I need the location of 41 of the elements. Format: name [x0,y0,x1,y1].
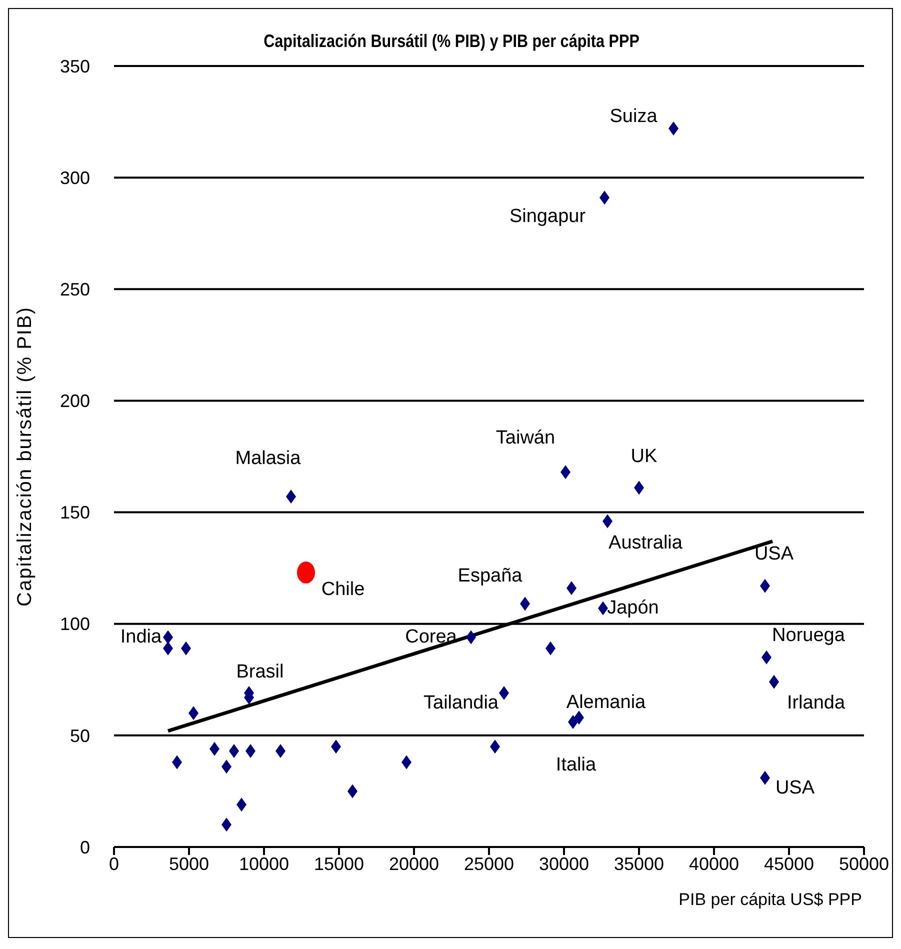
annotation: Japón [607,598,659,619]
annotation: Italia [556,754,596,776]
annotation: UK [630,446,658,468]
x-tick-label: 40000 [688,854,740,874]
annotation: Brasil [236,662,284,683]
x-tick-label: 45000 [764,854,814,874]
y-tick-label: 200 [60,391,90,412]
annotation: Australia [608,532,683,554]
chart-title: Capitalización Bursátil (% PIB) y PIB per cápita PPP [262,31,640,52]
annotation: España [458,565,523,586]
annotation: USA [775,777,815,798]
y-axis-title: Capitalización bursátil (% PIB) [14,306,36,606]
x-tick-label: 20000 [388,854,440,874]
annotation: Tailandia [424,692,499,714]
annotation: Malasia [235,448,302,470]
x-tick-label: 0 [108,854,120,874]
x-tick-label: 50000 [838,854,890,874]
y-tick-label: 100 [60,614,90,634]
point [297,562,315,584]
x-tick-label: 10000 [238,854,290,874]
x-tick-label: 25000 [464,854,514,874]
annotation: Chile [321,579,365,600]
annotation: India [120,626,162,648]
annotation: Singapur [509,206,586,228]
x-tick-label: 30000 [538,854,590,874]
y-tick-label: 350 [60,56,90,76]
x-axis-title: PIB per cápita US$ PPP [678,890,862,909]
y-tick-label: 0 [80,837,90,858]
x-tick-label: 35000 [614,854,664,874]
annotation: Suiza [610,106,658,127]
x-tick-label: 5000 [168,854,210,874]
y-tick-label: 50 [70,726,90,746]
y-tick-label: 250 [60,280,90,300]
annotation: Noruega [772,624,846,646]
y-tick-label: 300 [60,168,90,188]
x-tick-label: 15000 [314,854,364,874]
annotation: Irlanda [786,692,846,714]
annotation: Alemania [566,692,646,714]
y-tick-label: 150 [60,502,90,523]
annotation: USA [754,543,794,564]
annotation: Taiwán [496,428,556,449]
